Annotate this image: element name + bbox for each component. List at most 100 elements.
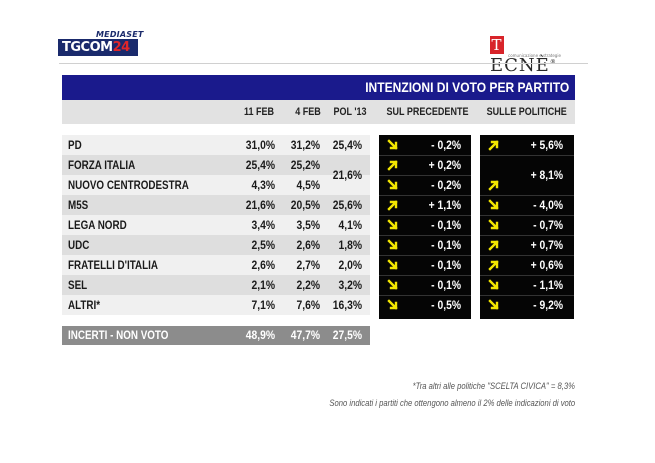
row-background xyxy=(62,175,370,195)
value-4feb: 3,5% xyxy=(296,218,320,232)
tecne-rest: ECNÈ xyxy=(490,55,550,76)
sul-precedente-value: - 0,1% xyxy=(431,238,461,252)
sul-precedente-value: - 0,5% xyxy=(431,298,461,312)
arrow-up-icon xyxy=(386,198,400,212)
row-background xyxy=(62,195,370,215)
sulle-politiche-value: - 9,2% xyxy=(533,298,563,312)
party-name: LEGA NORD xyxy=(68,218,127,232)
incerti-4feb: 47,7% xyxy=(290,328,320,342)
sul-precedente-cell: - 0,1% xyxy=(379,235,471,255)
value-pol13: 25,4% xyxy=(332,138,362,152)
sulle-politiche-value: + 0,6% xyxy=(530,258,563,272)
table-row: M5S 21,6% 20,5% 25,6% xyxy=(62,195,370,215)
arrow-down-icon xyxy=(487,278,501,292)
party-name: SEL xyxy=(68,278,88,292)
sul-precedente-value: + 1,1% xyxy=(428,198,461,212)
party-name: PD xyxy=(68,138,82,152)
value-11feb: 21,6% xyxy=(245,198,275,212)
sul-precedente-cell: + 0,2% xyxy=(379,155,471,175)
sul-precedente-value: - 0,1% xyxy=(431,278,461,292)
arrow-down-icon xyxy=(487,198,501,212)
value-pol13: 3,2% xyxy=(338,278,362,292)
panel-separator xyxy=(379,275,471,276)
panel-separator xyxy=(379,175,471,176)
footnote-threshold: Sono indicati i partiti che ottengono al… xyxy=(329,398,575,408)
panel-separator xyxy=(480,195,574,196)
party-name: FORZA ITALIA xyxy=(68,158,136,172)
panel-separator xyxy=(480,235,574,236)
sulle-politiche-value: + 0,7% xyxy=(530,238,563,252)
table-row: SEL 2,1% 2,2% 3,2% xyxy=(62,275,370,295)
sul-precedente-value: - 0,1% xyxy=(431,218,461,232)
sul-precedente-cell: + 1,1% xyxy=(379,195,471,215)
value-11feb: 7,1% xyxy=(251,298,275,312)
sulle-politiche-cell: + 5,6% xyxy=(480,135,574,155)
incerti-11feb: 48,9% xyxy=(245,328,275,342)
mediaset-label: MEDIASET xyxy=(96,30,144,39)
row-background xyxy=(62,135,370,155)
sulle-politiche-value: - 1,1% xyxy=(533,278,563,292)
value-4feb: 2,7% xyxy=(296,258,320,272)
arrow-up-icon xyxy=(386,158,400,172)
value-11feb: 4,3% xyxy=(251,178,275,192)
sul-precedente-cell: - 0,2% xyxy=(379,135,471,155)
col-header-pol13: POL '13 xyxy=(333,106,367,118)
value-4feb: 25,2% xyxy=(290,158,320,172)
panel-separator xyxy=(379,215,471,216)
tgcom-text: TGCOM xyxy=(62,40,113,55)
row-background xyxy=(62,255,370,275)
incerti-pol13: 27,5% xyxy=(332,328,362,342)
panel-separator xyxy=(480,255,574,256)
table-row: FORZA ITALIA 25,4% 25,2% xyxy=(62,155,370,175)
sulle-politiche-value: - 0,7% xyxy=(533,218,563,232)
panel-separator xyxy=(379,155,471,156)
table-title-bar: INTENZIONI DI VOTO PER PARTITO xyxy=(62,75,575,100)
sulle-politiche-cell: + 8,1% xyxy=(480,155,574,195)
sulle-politiche-value: + 8,1% xyxy=(530,168,563,182)
row-background xyxy=(62,155,370,175)
sul-precedente-value: - 0,2% xyxy=(431,178,461,192)
arrow-down-icon xyxy=(386,298,400,312)
party-name: NUOVO CENTRODESTRA xyxy=(68,178,189,192)
value-4feb: 31,2% xyxy=(290,138,320,152)
arrow-down-icon xyxy=(386,138,400,152)
sulle-politiche-value: - 4,0% xyxy=(533,198,563,212)
party-name: ALTRI* xyxy=(68,298,101,312)
sulle-politiche-cell: + 0,6% xyxy=(480,255,574,275)
arrow-up-icon xyxy=(487,238,501,252)
arrow-down-icon xyxy=(487,298,501,312)
merged-pol13-fi-ncd: 21,6% xyxy=(332,168,362,182)
sul-precedente-cell: - 0,1% xyxy=(379,255,471,275)
party-name: M5S xyxy=(68,198,89,212)
value-11feb: 2,5% xyxy=(251,238,275,252)
value-11feb: 31,0% xyxy=(245,138,275,152)
sul-precedente-value: - 0,1% xyxy=(431,258,461,272)
sul-precedente-cell: - 0,5% xyxy=(379,295,471,315)
row-background xyxy=(62,215,370,235)
tecne-reg: ® xyxy=(550,59,557,66)
tecne-wordmark: TECNÈ® xyxy=(490,34,570,76)
arrow-down-icon xyxy=(386,258,400,272)
value-11feb: 25,4% xyxy=(245,158,275,172)
table-row: ALTRI* 7,1% 7,6% 16,3% xyxy=(62,295,370,315)
panel-separator xyxy=(480,155,574,156)
table-title: INTENZIONI DI VOTO PER PARTITO xyxy=(364,79,569,95)
arrow-up-icon xyxy=(487,168,501,191)
arrow-down-icon xyxy=(386,178,400,192)
row-background xyxy=(62,295,370,315)
sul-precedente-value: - 0,2% xyxy=(431,138,461,152)
table-row: NUOVO CENTRODESTRA 4,3% 4,5% xyxy=(62,175,370,195)
value-4feb: 20,5% xyxy=(290,198,320,212)
sulle-politiche-cell: - 1,1% xyxy=(480,275,574,295)
col-header-sulle-politiche: SULLE POLITICHE xyxy=(486,106,567,118)
sulle-politiche-cell: - 9,2% xyxy=(480,295,574,315)
value-4feb: 2,2% xyxy=(296,278,320,292)
tecne-t: T xyxy=(490,36,504,54)
tecne-logo: TECNÈ® comunicazione e strategie xyxy=(490,34,570,76)
value-pol13: 25,6% xyxy=(332,198,362,212)
incerti-label: INCERTI - NON VOTO xyxy=(68,328,169,342)
sulle-politiche-cell: - 0,7% xyxy=(480,215,574,235)
panel-separator xyxy=(379,195,471,196)
arrow-up-icon xyxy=(487,138,501,152)
party-name: UDC xyxy=(68,238,90,252)
